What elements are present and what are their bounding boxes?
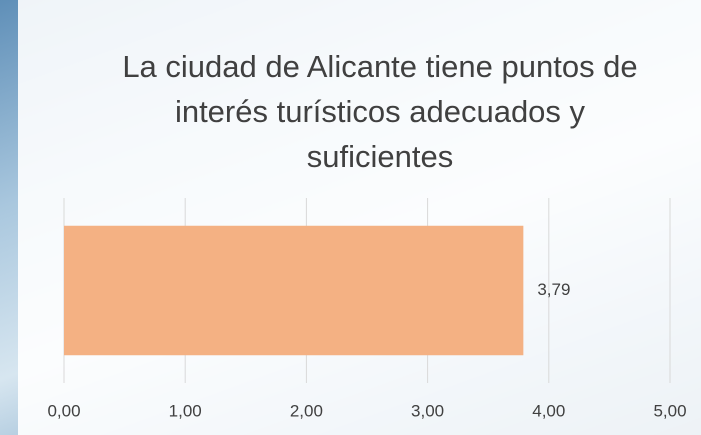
chart-panel [18,0,701,435]
chart-title: La ciudad de Alicante tiene puntos de in… [122,49,638,174]
x-tick-label: 4,00 [532,401,565,420]
value-label: 3,79 [537,280,570,299]
bar [64,225,524,356]
x-tick-label: 5,00 [653,401,686,420]
x-tick-label: 1,00 [169,401,202,420]
x-tick-label: 3,00 [411,401,444,420]
x-tick-label: 2,00 [290,401,323,420]
x-tick-label: 0,00 [47,401,80,420]
